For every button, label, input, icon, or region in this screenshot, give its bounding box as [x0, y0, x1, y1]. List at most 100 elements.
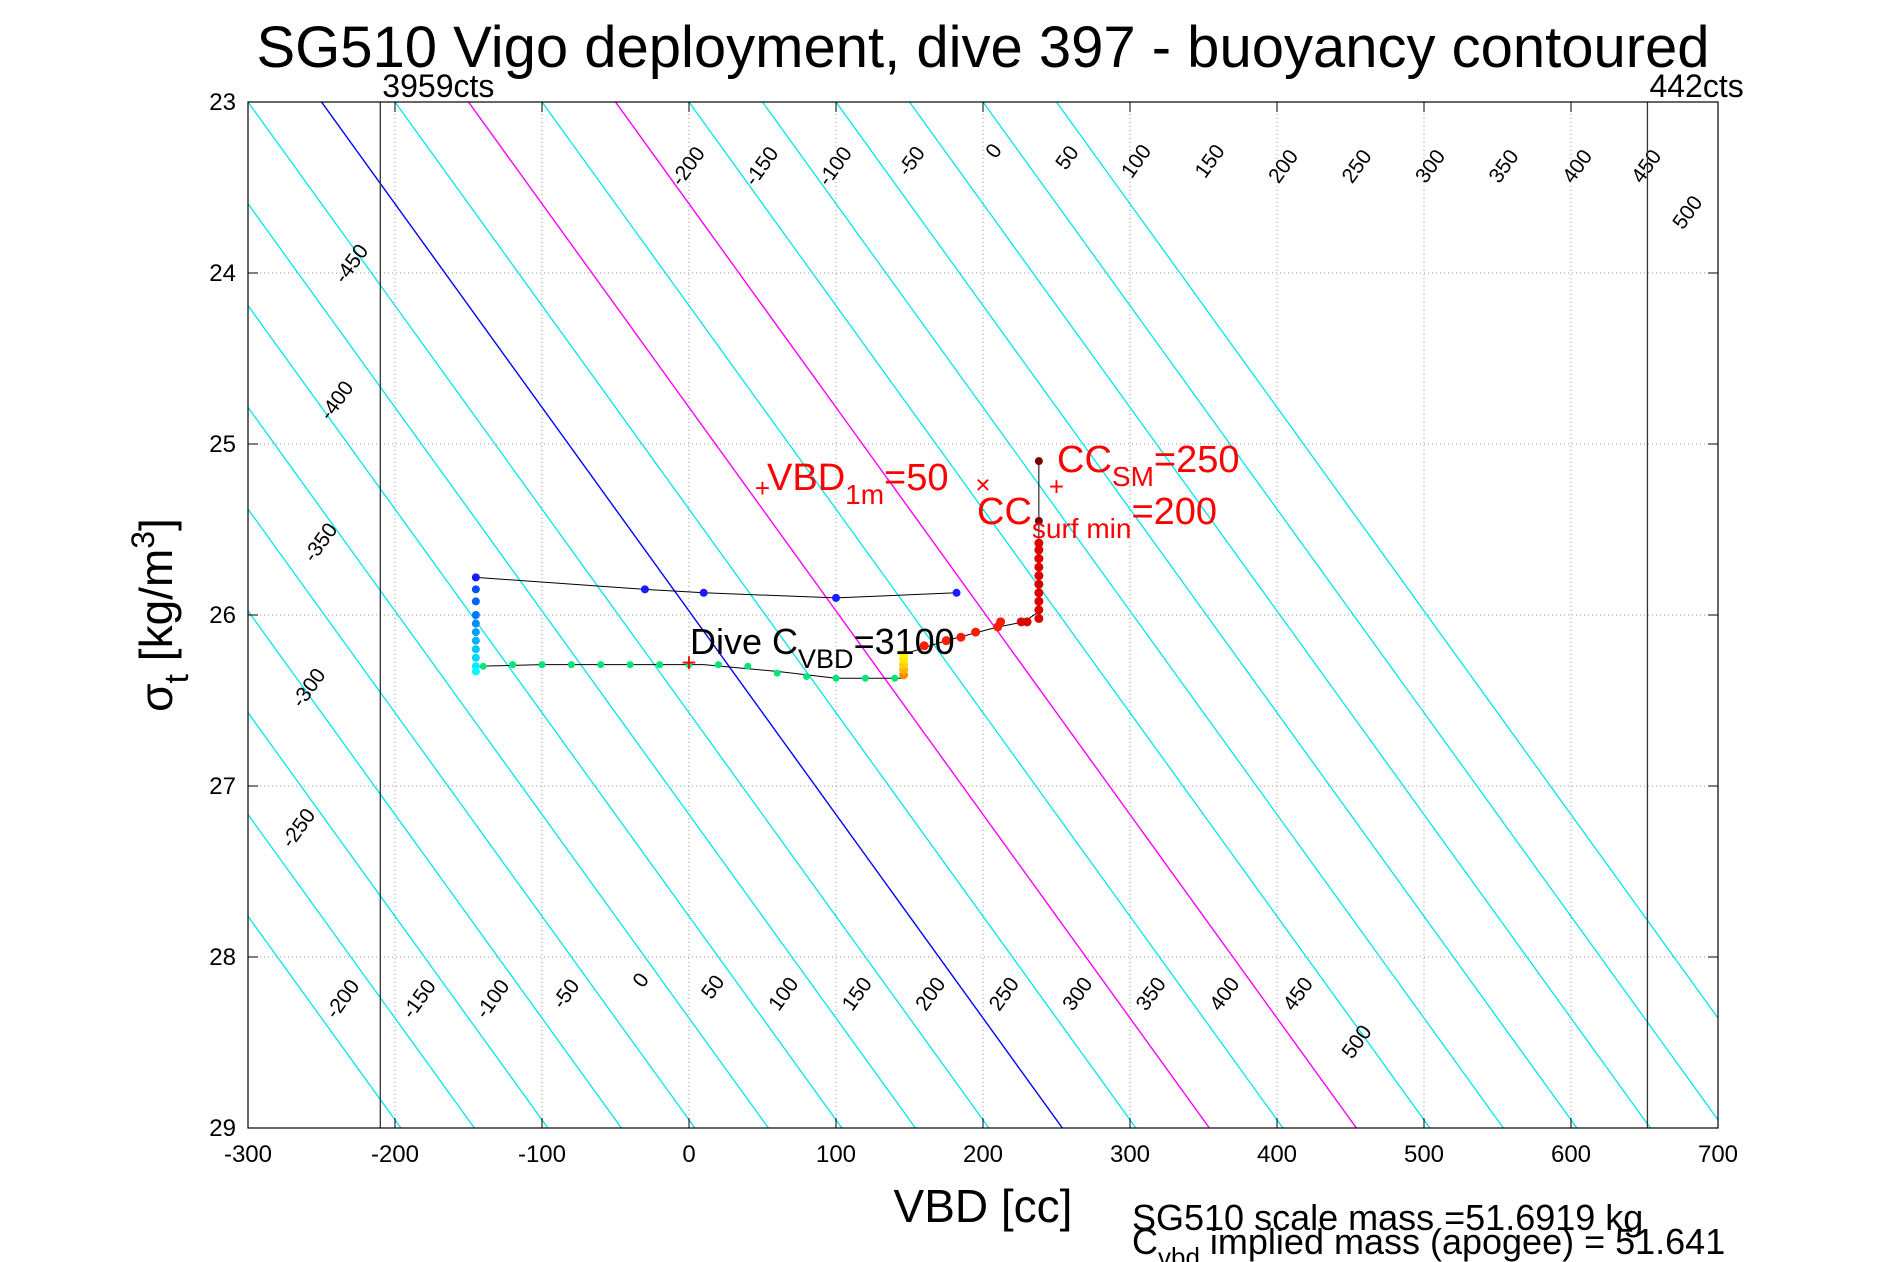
contour-line--400	[248, 813, 475, 1128]
contour-line--200	[248, 406, 769, 1128]
x-axis-label: VBD [cc]	[894, 1180, 1073, 1232]
x-tick-label: 500	[1404, 1141, 1444, 1168]
y-tick-label: 27	[209, 773, 236, 800]
annotation-cc-surf-min: CCsurf min=200	[977, 491, 1217, 544]
trace-point	[471, 636, 480, 645]
y-tick-label: 25	[209, 431, 236, 458]
trace-point	[899, 649, 909, 659]
contour-line--350	[248, 711, 549, 1128]
trace-point	[1034, 571, 1044, 581]
chart-title: SG510 Vigo deployment, dive 397 - buoyan…	[256, 15, 1709, 80]
trace-point	[1022, 617, 1032, 627]
vbd-limit-label: 442cts	[1649, 68, 1743, 104]
trace-point	[1034, 579, 1044, 589]
x-tick-label: -200	[371, 1141, 419, 1168]
trace-point	[773, 669, 781, 677]
contour-line-400	[908, 102, 1651, 1128]
contour-line-250	[688, 102, 1431, 1128]
trace-point	[538, 661, 546, 669]
annotations: VBD1m=50 CCSM=250 CCsurf min=200 Dive CV…	[690, 439, 1239, 674]
trace-point	[1034, 554, 1044, 564]
trace-point	[699, 588, 708, 597]
x-tick-label: -300	[224, 1141, 272, 1168]
x-tick-label: 200	[963, 1141, 1003, 1168]
trace-point	[1034, 605, 1044, 615]
y-tick-label: 29	[209, 1115, 236, 1142]
annotation-cc-sm: CCSM=250	[1057, 439, 1239, 492]
trace-point	[471, 597, 480, 606]
trace-point	[597, 661, 605, 669]
trace-line-upper	[903, 461, 1040, 655]
x-tick-label: 0	[682, 1141, 695, 1168]
vbd-limit-label: 3959cts	[382, 68, 494, 104]
trace-point	[891, 674, 899, 682]
x-tick-label: -100	[518, 1141, 566, 1168]
marker-symbol: +	[1049, 471, 1064, 501]
contour-line-50	[394, 102, 1137, 1128]
axis-ticks: -300 -200 -100 0 100 200 300 400 500 600 700 23 24 25…	[209, 89, 1738, 1168]
trace-point	[471, 667, 480, 676]
trace-point	[471, 653, 480, 662]
contour-line-0	[320, 102, 1063, 1128]
trace-point	[471, 628, 480, 637]
annotation-vbd-1m: VBD1m=50	[767, 457, 949, 510]
trace-point	[1034, 516, 1043, 525]
trace-point	[803, 673, 811, 681]
plot-area: -450-400-350-300-250-200 -150 -100 -50 0 50 10…	[209, 68, 1744, 1168]
x-tick-label: 100	[816, 1141, 856, 1168]
trace-point	[941, 636, 951, 646]
trace-point	[956, 632, 966, 642]
trace-point	[952, 588, 961, 597]
vbd-limit-lines: 3959cts 442cts	[379, 68, 1744, 1128]
trace-point	[832, 593, 840, 602]
x-tick-label: 700	[1698, 1141, 1738, 1168]
trace-point	[640, 585, 649, 594]
trace-point	[656, 661, 664, 669]
contour-line-450	[982, 102, 1718, 1121]
trace-point	[471, 585, 480, 594]
y-tick-label: 24	[209, 260, 236, 287]
y-tick-label: 28	[209, 944, 236, 971]
trace-point	[471, 645, 480, 654]
trace-point	[1034, 596, 1044, 606]
contour-line-200	[614, 102, 1357, 1128]
trace-point	[1034, 588, 1044, 598]
contour-line-150	[541, 102, 1284, 1128]
trace-point	[832, 674, 840, 682]
contour-line-300	[761, 102, 1504, 1128]
grid-lines	[248, 102, 1718, 1128]
trace-point	[509, 661, 517, 669]
contour-line-350	[835, 102, 1578, 1128]
trace-point	[471, 573, 480, 582]
contour-line-500	[1055, 102, 1718, 1020]
trace-point	[1034, 562, 1044, 572]
x-tick-label: 300	[1110, 1141, 1150, 1168]
contour-line--100	[248, 202, 916, 1128]
marker-symbol: +	[755, 473, 770, 503]
footer-scale-mass: SG510 scale mass =51.6919 kg	[1132, 1197, 1643, 1238]
marker-symbol: ×	[975, 470, 990, 500]
y-tick-label: 23	[209, 89, 236, 116]
trace-point	[971, 627, 981, 637]
dive-trace	[471, 457, 1044, 682]
trace-point	[919, 641, 929, 651]
contour-line--450	[248, 915, 402, 1128]
trace-point	[479, 662, 487, 670]
y-tick-label: 26	[209, 602, 236, 629]
marker-symbol: +	[681, 647, 696, 677]
trace-point	[685, 661, 693, 669]
trace-point	[996, 617, 1006, 627]
trace-point	[471, 619, 480, 628]
trace-point	[1034, 457, 1043, 466]
trace-point	[1034, 538, 1044, 548]
markers: + × + +	[681, 470, 1064, 678]
trace-point	[1034, 545, 1044, 555]
trace-point	[471, 611, 480, 619]
trace-point	[626, 661, 634, 669]
contour-line-100	[467, 102, 1210, 1128]
x-tick-label: 600	[1551, 1141, 1591, 1168]
trace-point	[714, 661, 722, 669]
y-axis-label: σt [kg/m3]	[125, 518, 196, 712]
trace-point	[861, 674, 869, 682]
